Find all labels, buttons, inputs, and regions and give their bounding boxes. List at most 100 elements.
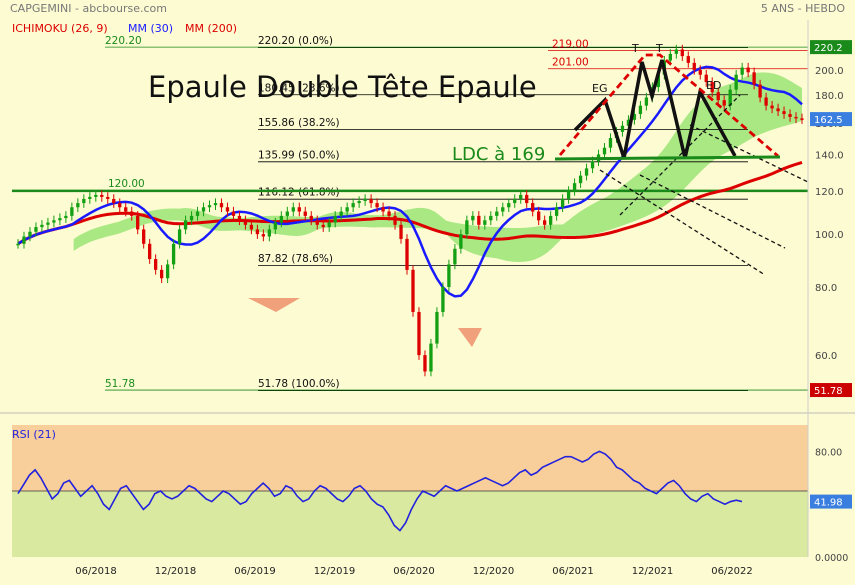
eg-label: EG	[592, 82, 607, 95]
legend-mm200: MM (200)	[185, 22, 237, 35]
candle-body	[602, 147, 607, 155]
candle-body	[752, 72, 756, 85]
x-tick-label: 12/2020	[473, 566, 515, 577]
candle-body	[608, 138, 613, 148]
t2-label: T	[655, 42, 663, 55]
candle-body	[88, 196, 92, 199]
candle-body	[441, 286, 445, 312]
candle-body	[447, 264, 451, 287]
candle-body	[106, 196, 110, 199]
candle-body	[387, 211, 391, 216]
candle-body	[165, 264, 170, 279]
candle-body	[357, 201, 361, 204]
price-box	[810, 383, 852, 398]
candle-body	[692, 62, 696, 70]
candle-body	[620, 125, 625, 132]
candle-body	[22, 236, 26, 244]
rsi-oversold-zone	[12, 491, 808, 557]
candle-body	[590, 161, 595, 169]
level-label-220: 220.20	[105, 35, 142, 47]
candle-body	[231, 211, 236, 216]
candle-body	[94, 194, 98, 197]
candle-body	[423, 355, 427, 372]
candle-body	[303, 211, 307, 216]
fib-label: 155.86 (38.2%)	[258, 117, 340, 129]
candle-body	[171, 243, 176, 265]
t1-label: T	[631, 42, 639, 55]
candle-body	[704, 74, 708, 83]
x-tick-label: 12/2021	[632, 566, 674, 577]
candle-body	[405, 238, 409, 270]
candle-body	[70, 207, 74, 216]
ldc-label: LDC à 169	[452, 144, 545, 165]
legend-ichimoku: ICHIMOKU (26, 9)	[12, 22, 108, 35]
candle-body	[459, 234, 463, 249]
candle-body	[207, 205, 212, 208]
projection-line	[619, 94, 741, 216]
chart-title: Epaule Double Tête Epaule	[148, 70, 537, 104]
rsi-overbought-zone	[12, 425, 808, 491]
source-label: CAPGEMINI - abcbourse.com	[10, 2, 167, 15]
candle-body	[273, 222, 278, 230]
price-tick-label: 140.0	[815, 150, 844, 161]
candle-body	[566, 190, 571, 199]
candle-body	[471, 215, 475, 221]
candle-body	[345, 207, 349, 212]
candle-body	[291, 207, 295, 212]
candle-body	[740, 67, 744, 75]
x-tick-label: 12/2019	[314, 566, 356, 577]
candle-body	[40, 224, 44, 228]
candle-body	[656, 74, 661, 88]
candle-body	[578, 175, 583, 184]
projection-line	[599, 169, 766, 276]
candle-body	[770, 105, 774, 109]
candle-body	[435, 311, 439, 344]
ichimoku-cloud-bear	[248, 298, 300, 312]
ldc-support-line	[554, 155, 781, 161]
candle-body	[507, 203, 511, 208]
price-box-label: 162.5	[814, 115, 843, 126]
pattern-triangle	[558, 53, 779, 158]
candle-body	[560, 198, 565, 208]
rsi-tick-label: 80.00	[815, 447, 842, 458]
candle-body	[548, 215, 553, 225]
pattern-line	[573, 59, 737, 159]
candle-body	[764, 97, 768, 106]
x-tick-label: 06/2021	[552, 566, 594, 577]
candle-body	[339, 211, 343, 216]
candle-body	[363, 198, 367, 202]
candle-body	[327, 222, 331, 228]
candle-body	[525, 194, 529, 204]
price-tick-label: 180.0	[815, 91, 844, 102]
candle-body	[82, 198, 86, 204]
candle-body	[453, 248, 457, 265]
level-label-201: 201.00	[552, 57, 589, 69]
rsi-tick-label: 0.0000	[815, 553, 848, 564]
candle-body	[309, 215, 313, 221]
candle-body	[58, 218, 62, 221]
candle-body	[28, 231, 32, 237]
price-tick-label: 80.0	[815, 283, 837, 294]
candle-body	[112, 198, 116, 204]
candle-body	[183, 220, 188, 230]
level-label-219: 219.00	[552, 38, 589, 50]
price-tick-label: 200.0	[815, 66, 844, 77]
candle-body	[219, 203, 224, 208]
candle-body	[572, 183, 577, 191]
price-box	[810, 112, 852, 127]
candle-body	[225, 207, 230, 212]
candle-body	[399, 224, 403, 239]
legend-mm30: MM (30)	[128, 22, 173, 35]
candle-body	[315, 220, 319, 225]
price-box-label: 51.78	[814, 386, 843, 397]
price-tick-label: 120.0	[815, 187, 844, 198]
fib-label: 180.45 (23.6%)	[258, 82, 340, 94]
candle-body	[513, 198, 517, 204]
candle-body	[243, 220, 248, 225]
price-panel: 220.20 (0.0%) 180.45 (23.6%) 155.86 (38.2%…	[12, 35, 809, 391]
projection-line	[689, 124, 809, 183]
candle-body	[800, 118, 804, 120]
candle-body	[489, 215, 493, 221]
candle-body	[189, 215, 194, 221]
candle-body	[267, 229, 272, 237]
